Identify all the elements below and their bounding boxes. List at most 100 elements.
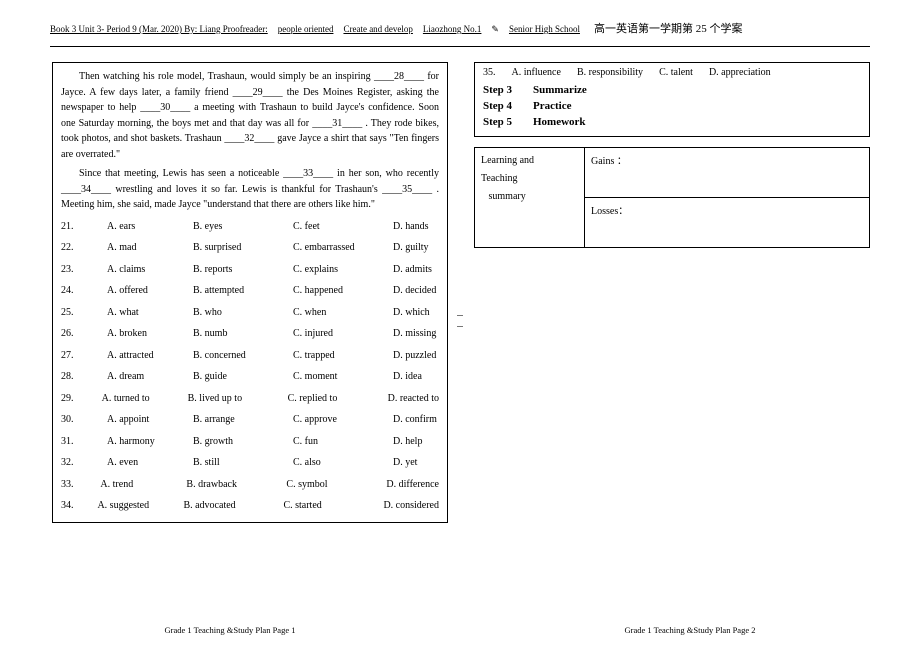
step-title: Homework (533, 116, 586, 128)
q-opt-d: D. hands (393, 219, 429, 235)
q-num: 22. (61, 240, 107, 256)
q35-num: 35. (483, 67, 496, 78)
q-opt-c: C. trapped (293, 348, 393, 364)
q-num: 29. (61, 391, 102, 407)
q-opt-b: B. reports (193, 262, 293, 278)
steps-list: Step 3SummarizeStep 4PracticeStep 5Homew… (483, 84, 861, 128)
step-title: Summarize (533, 84, 587, 96)
question-row: 27.A. attractedB. concernedC. trappedD. … (61, 348, 439, 364)
summary-left-line2: Teaching (481, 173, 518, 184)
q-opt-a: A. dream (107, 369, 193, 385)
q-opt-c: C. symbol (286, 477, 386, 493)
question-row: 32.A. evenB. stillC. alsoD. yet (61, 455, 439, 471)
q-num: 33. (61, 477, 100, 493)
q-opt-c: C. when (293, 305, 393, 321)
edit-icon: ✎ (491, 24, 499, 35)
paragraph-2: Since that meeting, Lewis has seen a not… (61, 166, 439, 213)
summary-left-cell: Learning and Teaching summary (475, 148, 585, 248)
q-opt-d: D. missing (393, 326, 436, 342)
q-opt-b: B. advocated (183, 498, 283, 514)
q-opt-d: D. confirm (393, 412, 437, 428)
q-opt-a: A. even (107, 455, 193, 471)
q-opt-a: A. offered (107, 283, 193, 299)
step-row: Step 5Homework (483, 116, 861, 128)
q-num: 34. (61, 498, 97, 514)
gains-cell: Gains ： (585, 148, 870, 198)
q-opt-b: B. growth (193, 434, 293, 450)
q-opt-b: B. eyes (193, 219, 293, 235)
right-column: 35. A. influence B. responsibility C. ta… (474, 62, 870, 611)
q35-c: C. talent (659, 67, 693, 78)
q-opt-a: A. what (107, 305, 193, 321)
footer-left: Grade 1 Teaching &Study Plan Page 1 (0, 625, 460, 635)
q-num: 25. (61, 305, 107, 321)
question-row: 31.A. harmonyB. growthC. funD. help (61, 434, 439, 450)
header-mid4: Senior High School (509, 24, 580, 34)
right-content-box: 35. A. influence B. responsibility C. ta… (474, 62, 870, 137)
q-opt-d: D. considered (383, 498, 439, 514)
header-mid1: people oriented (278, 24, 334, 34)
step-row: Step 4Practice (483, 100, 861, 112)
q-opt-a: A. appoint (107, 412, 193, 428)
q-opt-c: C. also (293, 455, 393, 471)
q-opt-a: A. attracted (107, 348, 193, 364)
q-opt-a: A. trend (100, 477, 186, 493)
q-opt-d: D. guilty (393, 240, 429, 256)
question-row: 30.A. appointB. arrangeC. approveD. conf… (61, 412, 439, 428)
q-opt-d: D. admits (393, 262, 432, 278)
header-mid2: Create and develop (343, 24, 412, 34)
q-num: 26. (61, 326, 107, 342)
q-opt-b: B. lived up to (188, 391, 288, 407)
q-opt-c: C. started (283, 498, 383, 514)
q-opt-c: C. approve (293, 412, 393, 428)
q-opt-a: A. turned to (102, 391, 188, 407)
q-num: 31. (61, 434, 107, 450)
q-opt-c: C. injured (293, 326, 393, 342)
q-opt-c: C. replied to (288, 391, 388, 407)
question-list: 21.A. earsB. eyesC. feetD. hands 22.A. ma… (61, 219, 439, 514)
q-opt-b: B. surprised (193, 240, 293, 256)
q-opt-d: D. reacted to (388, 391, 439, 407)
losses-cell: Losses： (585, 198, 870, 248)
q-opt-a: A. harmony (107, 434, 193, 450)
step-row: Step 3Summarize (483, 84, 861, 96)
q-num: 23. (61, 262, 107, 278)
step-title: Practice (533, 100, 571, 112)
two-column-layout: Then watching his role model, Trashaun, … (52, 62, 870, 611)
footer-right: Grade 1 Teaching &Study Plan Page 2 (460, 625, 920, 635)
q-opt-d: D. decided (393, 283, 436, 299)
header-left: Book 3 Unit 3- Period 9 (Mar. 2020) By: … (50, 24, 268, 34)
q-opt-d: D. which (393, 305, 430, 321)
summary-left-line1: Learning and (481, 155, 534, 166)
q-opt-b: B. still (193, 455, 293, 471)
question-row: 23.A. claimsB. reportsC. explainsD. admi… (61, 262, 439, 278)
paragraph-1: Then watching his role model, Trashaun, … (61, 69, 439, 162)
question-35: 35. A. influence B. responsibility C. ta… (483, 67, 861, 78)
q-opt-a: A. mad (107, 240, 193, 256)
summary-table: Learning and Teaching summary Gains ： Lo… (474, 147, 870, 248)
q-opt-a: A. broken (107, 326, 193, 342)
q-opt-c: C. fun (293, 434, 393, 450)
q-num: 30. (61, 412, 107, 428)
q35-a: A. influence (512, 67, 561, 78)
question-row: 21.A. earsB. eyesC. feetD. hands (61, 219, 439, 235)
q35-d: D. appreciation (709, 67, 771, 78)
q-opt-c: C. feet (293, 219, 393, 235)
q-opt-d: D. help (393, 434, 422, 450)
q-opt-b: B. guide (193, 369, 293, 385)
q-opt-c: C. happened (293, 283, 393, 299)
q-opt-d: D. difference (386, 477, 439, 493)
q-num: 24. (61, 283, 107, 299)
q35-b: B. responsibility (577, 67, 643, 78)
page-header: Book 3 Unit 3- Period 9 (Mar. 2020) By: … (50, 20, 870, 36)
q-opt-b: B. arrange (193, 412, 293, 428)
q-num: 21. (61, 219, 107, 235)
step-label: Step 4 (483, 100, 533, 112)
step-label: Step 5 (483, 116, 533, 128)
q-opt-d: D. puzzled (393, 348, 436, 364)
q-opt-a: A. suggested (97, 498, 183, 514)
q-opt-c: C. embarrassed (293, 240, 393, 256)
header-right: 高一英语第一学期第 25 个学案 (594, 20, 743, 36)
page-footer: Grade 1 Teaching &Study Plan Page 1 Grad… (0, 625, 920, 635)
q-opt-b: B. attempted (193, 283, 293, 299)
